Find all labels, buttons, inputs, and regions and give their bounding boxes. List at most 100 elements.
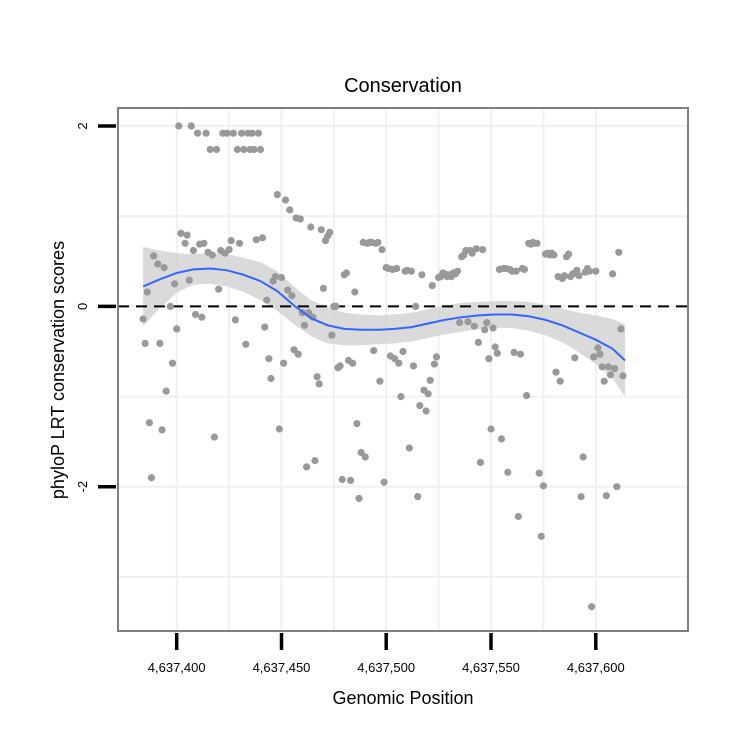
data-point bbox=[231, 316, 239, 324]
data-point bbox=[516, 350, 525, 358]
data-point bbox=[194, 129, 202, 137]
data-point bbox=[426, 376, 434, 384]
data-point bbox=[275, 425, 283, 433]
data-point bbox=[609, 270, 617, 278]
data-point bbox=[235, 239, 244, 247]
data-point bbox=[565, 250, 573, 258]
data-point bbox=[611, 365, 619, 373]
y-tick-label: 2 bbox=[75, 122, 90, 129]
data-point bbox=[456, 319, 464, 327]
data-point bbox=[259, 234, 267, 242]
data-point bbox=[145, 419, 153, 427]
data-point bbox=[189, 246, 197, 255]
data-point bbox=[355, 494, 363, 502]
data-point bbox=[491, 343, 499, 351]
data-point bbox=[474, 338, 482, 346]
data-point bbox=[183, 231, 191, 239]
panel-border bbox=[117, 107, 689, 632]
data-point bbox=[619, 372, 627, 380]
data-point bbox=[370, 347, 378, 355]
data-point bbox=[313, 373, 321, 381]
data-point bbox=[198, 313, 206, 321]
data-point bbox=[487, 425, 495, 433]
data-point bbox=[225, 246, 233, 254]
data-point bbox=[187, 122, 195, 130]
data-point bbox=[227, 237, 235, 245]
x-tick-label: 4,637,400 bbox=[148, 660, 206, 675]
data-point bbox=[280, 359, 288, 367]
data-point bbox=[604, 363, 613, 371]
data-point bbox=[470, 322, 478, 330]
data-point bbox=[617, 325, 625, 333]
data-point bbox=[550, 251, 558, 259]
data-point bbox=[395, 359, 403, 367]
data-point bbox=[261, 323, 269, 331]
data-point bbox=[432, 353, 441, 361]
data-point bbox=[332, 302, 340, 310]
data-point bbox=[160, 264, 168, 272]
data-point bbox=[238, 129, 246, 137]
data-point bbox=[156, 339, 164, 347]
y-tick-label: -2 bbox=[75, 481, 90, 493]
data-point bbox=[154, 260, 162, 268]
smooth-line bbox=[142, 267, 626, 362]
data-point bbox=[424, 390, 432, 398]
chart-title: Conservation bbox=[344, 75, 462, 97]
data-point bbox=[422, 407, 430, 415]
data-point bbox=[453, 267, 462, 275]
data-point bbox=[361, 453, 369, 461]
data-point bbox=[596, 350, 604, 358]
data-point bbox=[143, 288, 151, 296]
data-point bbox=[212, 145, 221, 154]
data-point bbox=[592, 267, 600, 275]
data-point bbox=[378, 246, 386, 254]
data-point bbox=[254, 129, 262, 137]
data-point bbox=[560, 272, 569, 280]
data-point bbox=[248, 129, 256, 137]
data-point bbox=[282, 196, 290, 204]
data-point bbox=[286, 206, 294, 214]
data-point bbox=[233, 145, 241, 154]
data-point bbox=[191, 310, 200, 319]
data-point bbox=[579, 453, 587, 461]
data-point bbox=[573, 266, 581, 274]
data-point bbox=[139, 315, 147, 323]
data-point bbox=[336, 362, 344, 370]
y-axis-title: phyloP LRT conservation scores bbox=[48, 241, 68, 499]
data-point bbox=[380, 478, 388, 486]
data-point bbox=[208, 251, 216, 259]
data-point bbox=[606, 371, 615, 379]
data-point bbox=[409, 362, 418, 370]
data-point bbox=[171, 280, 179, 288]
confidence-band-layer bbox=[143, 246, 626, 397]
data-point bbox=[263, 296, 271, 304]
data-point bbox=[575, 272, 583, 280]
data-point bbox=[267, 374, 275, 383]
data-point bbox=[307, 223, 315, 231]
data-point bbox=[613, 483, 621, 491]
data-point bbox=[215, 285, 223, 293]
x-tick-label: 4,637,600 bbox=[567, 660, 625, 675]
data-point bbox=[147, 474, 156, 482]
data-point bbox=[472, 245, 480, 253]
data-point bbox=[229, 129, 237, 137]
data-point bbox=[290, 346, 298, 354]
data-point bbox=[391, 355, 399, 363]
data-point bbox=[520, 265, 529, 273]
data-point bbox=[223, 129, 231, 137]
data-point bbox=[476, 458, 485, 466]
data-point bbox=[493, 349, 501, 357]
data-point bbox=[533, 239, 541, 247]
data-point bbox=[405, 444, 413, 452]
data-point bbox=[319, 284, 327, 292]
data-point bbox=[273, 191, 281, 199]
data-point bbox=[303, 463, 311, 471]
data-point bbox=[250, 145, 258, 154]
data-point bbox=[414, 493, 422, 501]
data-point bbox=[210, 433, 218, 441]
data-point bbox=[240, 145, 248, 154]
y-tick-label: 0 bbox=[75, 303, 90, 310]
data-point bbox=[317, 226, 325, 234]
data-point bbox=[288, 292, 296, 300]
data-point bbox=[342, 269, 350, 277]
